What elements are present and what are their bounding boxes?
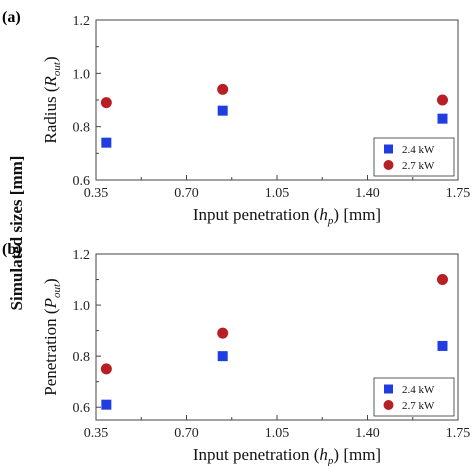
- data-point-square: [101, 137, 112, 148]
- y-tick-label: 1.2: [73, 248, 91, 263]
- y-tick-label: 0.6: [73, 174, 91, 189]
- data-point-circle: [436, 274, 448, 286]
- y-tick-label: 1.0: [73, 299, 91, 314]
- data-point-circle: [100, 363, 112, 375]
- data-point-square: [101, 399, 112, 410]
- y-axis-label-sub: out: [51, 283, 63, 298]
- y-axis-label-main: Radius (: [41, 86, 60, 143]
- y-axis-label-main: Penetration (: [41, 308, 60, 396]
- x-axis-label-sub: p: [327, 215, 334, 227]
- x-tick-label: 0.35: [84, 186, 109, 201]
- x-tick-label: 1.05: [265, 426, 290, 441]
- x-tick-label: 1.75: [446, 186, 471, 201]
- legend: 2.4 kW 2.7 kW: [373, 137, 455, 177]
- x-axis-label: Input penetration (hp) [mm]: [193, 205, 381, 227]
- y-axis-label: Penetration (Pout): [41, 278, 63, 395]
- x-tick-label: 1.75: [446, 426, 471, 441]
- panel-a: (a) 0.35 0.70 1.05 1.40 1.75 0.6 0.8 1.0 1.2 Input…: [2, 9, 470, 227]
- data-point-square: [437, 113, 448, 124]
- x-tick-label: 0.35: [84, 426, 109, 441]
- data-point-circle: [217, 83, 229, 95]
- legend-square-marker: [384, 144, 393, 154]
- x-tick-label: 1.05: [265, 186, 290, 201]
- y-tick-label: 0.8: [73, 121, 91, 136]
- x-tick-label: 1.40: [355, 186, 380, 201]
- x-axis-label: Input penetration (hp) [mm]: [193, 445, 381, 466]
- y-axis-label-var: P: [41, 298, 60, 309]
- y-axis-label-var: R: [41, 75, 60, 87]
- x-axis-label-close: ) [mm]: [333, 445, 381, 464]
- x-axis-label-var: h: [319, 445, 328, 464]
- panel-label: (a): [2, 9, 21, 26]
- y-tick-label: 1.0: [73, 67, 91, 82]
- x-tick-label: 1.40: [355, 426, 380, 441]
- x-tick-label: 0.70: [174, 186, 199, 201]
- legend-entry-label: 2.4 kW: [402, 144, 435, 156]
- legend-square-marker: [384, 384, 393, 394]
- data-point-circle: [217, 327, 229, 339]
- legend-circle-marker: [383, 400, 394, 410]
- data-point-square: [217, 351, 228, 362]
- shared-ylabel: Simulated sizes [mm]: [7, 156, 26, 311]
- data-point-circle: [436, 94, 448, 106]
- panel-label: (b): [2, 241, 22, 258]
- legend-entry-label: 2.7 kW: [402, 160, 435, 172]
- y-tick-label: 0.8: [73, 350, 91, 365]
- x-axis-label-close: ) [mm]: [333, 205, 381, 224]
- x-axis-label-main: Input penetration (: [193, 205, 320, 224]
- y-tick-label: 1.2: [73, 14, 91, 29]
- y-axis-label-close: ): [41, 56, 60, 62]
- legend-entry-label: 2.4 kW: [402, 384, 435, 396]
- panel-b: (b) 0.35 0.70 1.05 1.40 1.75 0.6 0.8 1.0 1.2 Input…: [2, 241, 470, 466]
- x-axis-label-sub: p: [327, 455, 334, 466]
- data-point-square: [217, 105, 228, 116]
- data-point-circle: [100, 97, 112, 109]
- data-point-square: [437, 340, 448, 351]
- legend-entry-label: 2.7 kW: [402, 400, 435, 412]
- x-axis-label-var: h: [319, 205, 328, 224]
- x-axis-label-main: Input penetration (: [193, 445, 320, 464]
- x-tick-label: 0.70: [174, 426, 199, 441]
- y-tick-label: 0.6: [73, 401, 91, 416]
- y-axis-label-sub: out: [51, 61, 63, 76]
- y-axis-label-close: ): [41, 278, 60, 284]
- y-axis-label: Radius (Rout): [41, 56, 63, 143]
- legend-circle-marker: [383, 160, 394, 170]
- legend: 2.4 kW 2.7 kW: [373, 377, 455, 417]
